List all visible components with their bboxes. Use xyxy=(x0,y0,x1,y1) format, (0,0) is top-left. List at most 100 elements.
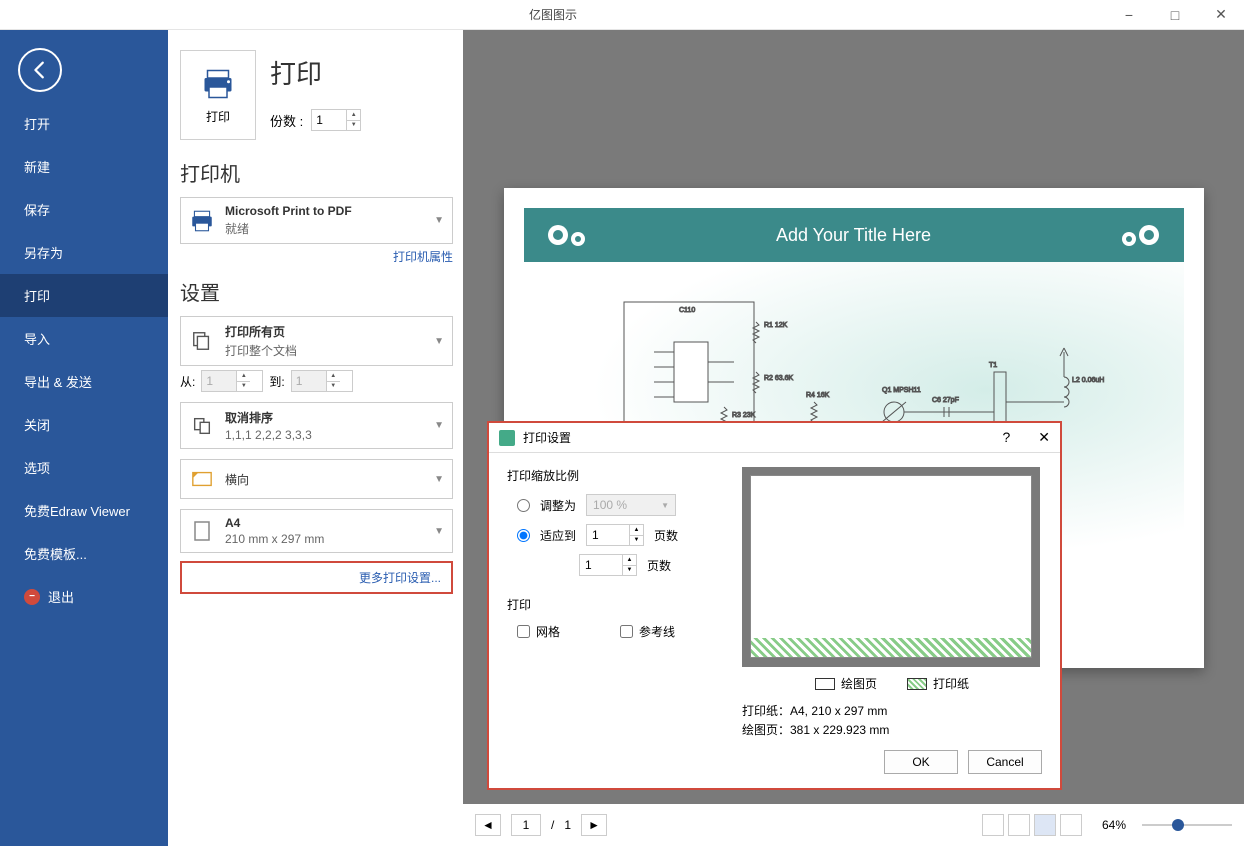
sidebar-item-export[interactable]: 导出 & 发送 xyxy=(0,360,168,403)
zoom-label: 64% xyxy=(1102,818,1126,832)
sidebar-item-new[interactable]: 新建 xyxy=(0,145,168,188)
to-label: 到: xyxy=(269,373,284,390)
sidebar-item-saveas[interactable]: 另存为 xyxy=(0,231,168,274)
printer-properties-link[interactable]: 打印机属性 xyxy=(180,248,453,265)
sidebar-item-close[interactable]: 关闭 xyxy=(0,403,168,446)
page-number-input[interactable] xyxy=(511,814,541,836)
svg-text:L2 0.06uH: L2 0.06uH xyxy=(1072,377,1104,384)
sidebar-item-templates[interactable]: 免费模板... xyxy=(0,532,168,575)
spinner-up[interactable]: ▲ xyxy=(623,555,636,566)
fit-width-spinner[interactable]: ▲▼ xyxy=(586,524,644,546)
sidebar-item-label: 新建 xyxy=(24,157,50,176)
to-input xyxy=(292,371,326,391)
print-title: 打印 xyxy=(270,54,361,91)
pages-label: 页数 xyxy=(647,557,671,574)
page-sep: / xyxy=(551,818,554,832)
sidebar-item-label: 选项 xyxy=(24,458,50,477)
chevron-down-icon: ▼ xyxy=(434,336,444,347)
grid-checkbox[interactable] xyxy=(517,625,530,638)
spinner-down[interactable]: ▼ xyxy=(327,382,340,392)
copies-input[interactable] xyxy=(312,110,346,130)
sidebar-item-import[interactable]: 导入 xyxy=(0,317,168,360)
copies-spinner[interactable]: ▲▼ xyxy=(311,109,361,131)
help-button[interactable]: ? xyxy=(1002,429,1010,446)
maximize-button[interactable]: □ xyxy=(1152,0,1198,30)
paper-dropdown[interactable]: A4 210 mm x 297 mm ▼ xyxy=(180,509,453,553)
from-spinner[interactable]: ▲▼ xyxy=(201,370,263,392)
fit-to-radio[interactable] xyxy=(517,529,530,542)
view-mode-2[interactable] xyxy=(1008,814,1030,836)
ok-button[interactable]: OK xyxy=(884,750,958,774)
printer-dropdown[interactable]: Microsoft Print to PDF 就绪 ▼ xyxy=(180,197,453,244)
spinner-up[interactable]: ▲ xyxy=(327,371,340,382)
spinner-down[interactable]: ▼ xyxy=(623,566,636,576)
sidebar-item-open[interactable]: 打开 xyxy=(0,102,168,145)
grid-checkbox-label[interactable]: 网格 xyxy=(517,623,560,640)
exit-icon: − xyxy=(24,589,40,605)
chevron-down-icon: ▼ xyxy=(434,526,444,537)
dialog-close-button[interactable]: ✕ xyxy=(1038,429,1050,446)
dialog-title: 打印设置 xyxy=(523,429,571,446)
spinner-down[interactable]: ▼ xyxy=(237,382,250,392)
spinner-up[interactable]: ▲ xyxy=(347,110,360,121)
guides-checkbox[interactable] xyxy=(620,625,633,638)
next-page-button[interactable]: ► xyxy=(581,814,607,836)
print-button[interactable]: 打印 xyxy=(180,50,256,140)
sidebar-item-print[interactable]: 打印 xyxy=(0,274,168,317)
pages-label: 页数 xyxy=(654,527,678,544)
svg-text:R2 63.6K: R2 63.6K xyxy=(764,375,794,382)
sidebar-item-label: 打开 xyxy=(24,114,50,133)
sidebar-item-label: 退出 xyxy=(48,587,74,606)
chevron-down-icon: ▼ xyxy=(434,215,444,226)
sidebar-item-options[interactable]: 选项 xyxy=(0,446,168,489)
zoom-handle[interactable] xyxy=(1172,819,1184,831)
adjust-to-radio[interactable] xyxy=(517,499,530,512)
print-settings-dialog: 打印设置 ? ✕ 打印缩放比例 调整为 100 %▼ 适应到 ▲▼ 页数 ▲▼ … xyxy=(487,421,1062,790)
svg-text:R1 12K: R1 12K xyxy=(764,322,788,329)
view-mode-4[interactable] xyxy=(1060,814,1082,836)
close-button[interactable]: ✕ xyxy=(1198,0,1244,30)
more-print-settings-link[interactable]: 更多打印设置... xyxy=(180,561,453,594)
copies-label: 份数 : xyxy=(270,111,303,130)
gear-icon xyxy=(1113,217,1163,253)
sidebar-item-viewer[interactable]: 免费Edraw Viewer xyxy=(0,489,168,532)
view-mode-1[interactable] xyxy=(982,814,1004,836)
spinner-up[interactable]: ▲ xyxy=(630,525,643,536)
scope-main: 打印所有页 xyxy=(225,323,424,340)
fit-width-input[interactable] xyxy=(587,525,629,545)
spinner-down[interactable]: ▼ xyxy=(630,536,643,546)
grid-text: 网格 xyxy=(536,623,560,640)
from-label: 从: xyxy=(180,373,195,390)
paper-icon xyxy=(189,518,215,544)
prev-page-button[interactable]: ◄ xyxy=(475,814,501,836)
print-scope-dropdown[interactable]: 打印所有页 打印整个文档 ▼ xyxy=(180,316,453,366)
printer-name: Microsoft Print to PDF xyxy=(225,204,424,218)
sidebar-item-exit[interactable]: − 退出 xyxy=(0,575,168,618)
to-spinner[interactable]: ▲▼ xyxy=(291,370,353,392)
app-icon xyxy=(499,430,515,446)
spinner-down[interactable]: ▼ xyxy=(347,121,360,131)
adjust-percent-combo: 100 %▼ xyxy=(586,494,676,516)
fit-height-input[interactable] xyxy=(580,555,622,575)
zoom-slider[interactable] xyxy=(1142,824,1232,826)
cancel-button[interactable]: Cancel xyxy=(968,750,1042,774)
paper-main: A4 xyxy=(225,516,424,530)
app-title: 亿图图示 xyxy=(0,6,1106,23)
from-input xyxy=(202,371,236,391)
back-button[interactable] xyxy=(18,48,62,92)
settings-section-heading: 设置 xyxy=(180,277,453,306)
orientation-dropdown[interactable]: 横向 ▼ xyxy=(180,459,453,499)
collate-dropdown[interactable]: 取消排序 1,1,1 2,2,2 3,3,3 ▼ xyxy=(180,402,453,449)
sidebar-item-label: 另存为 xyxy=(24,243,63,262)
minimize-button[interactable]: − xyxy=(1106,0,1152,30)
svg-text:Q1 MPSH11: Q1 MPSH11 xyxy=(882,387,921,394)
preview-title: Add Your Title Here xyxy=(776,225,931,246)
spinner-up[interactable]: ▲ xyxy=(237,371,250,382)
sidebar-item-save[interactable]: 保存 xyxy=(0,188,168,231)
printer-section-heading: 打印机 xyxy=(180,158,453,187)
collate-main: 取消排序 xyxy=(225,409,424,426)
guides-checkbox-label[interactable]: 参考线 xyxy=(620,623,675,640)
scope-sub: 打印整个文档 xyxy=(225,342,424,359)
fit-height-spinner[interactable]: ▲▼ xyxy=(579,554,637,576)
view-mode-3[interactable] xyxy=(1034,814,1056,836)
